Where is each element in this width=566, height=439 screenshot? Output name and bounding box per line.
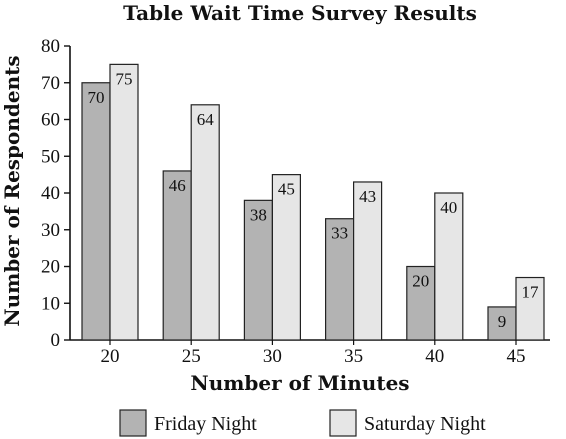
data-label: 64 [197, 110, 215, 129]
data-label: 20 [412, 272, 429, 291]
legend: Friday Night Saturday Night [119, 409, 486, 437]
x-tick-label: 40 [425, 346, 444, 367]
y-tick-label: 50 [41, 146, 60, 167]
chart-title: Table Wait Time Survey Results [123, 1, 477, 25]
legend-label-friday: Friday Night [154, 413, 257, 435]
bar-saturday-35 [353, 181, 383, 341]
y-tick-label: 20 [41, 257, 60, 278]
x-axis-title: Number of Minutes [190, 371, 409, 395]
x-tick-label: 45 [507, 346, 526, 367]
legend-swatch-saturday [329, 409, 357, 437]
legend-swatch-friday [119, 409, 147, 437]
data-label: 38 [250, 205, 267, 224]
bar-saturday-30 [271, 174, 301, 341]
data-label: 75 [116, 69, 133, 88]
data-label: 45 [278, 180, 295, 199]
y-tick-label: 10 [41, 293, 60, 314]
y-tick-label: 80 [41, 36, 60, 57]
data-label: 17 [522, 283, 540, 302]
bar-friday-20 [81, 82, 111, 341]
legend-label-saturday: Saturday Night [364, 413, 486, 435]
y-tick-label: 0 [51, 330, 61, 351]
y-tick-label: 40 [41, 183, 60, 204]
y-axis-title: Number of Respondents [0, 55, 24, 326]
x-tick-label: 20 [101, 346, 120, 367]
data-label: 9 [498, 312, 507, 331]
y-tick-label: 30 [41, 220, 60, 241]
plot-area: 0 10 20 30 40 50 60 70 80 70 75 20 46 64 25 38 45 30 33 43 3… [41, 36, 550, 367]
y-tick-label: 60 [41, 110, 60, 131]
x-tick-label: 25 [182, 346, 201, 367]
y-tick-label: 70 [41, 73, 60, 94]
bar-saturday-40 [434, 192, 464, 341]
data-label: 46 [169, 176, 186, 195]
bar-saturday-25 [190, 104, 220, 341]
x-tick-label: 30 [263, 346, 282, 367]
x-tick-label: 35 [344, 346, 363, 367]
data-label: 70 [88, 88, 105, 107]
bar-friday-40 [406, 265, 436, 341]
bar-friday-25 [162, 170, 192, 341]
bar-saturday-45 [515, 276, 545, 341]
data-label: 40 [440, 198, 457, 217]
data-label: 33 [331, 224, 348, 243]
bar-saturday-20 [109, 63, 139, 341]
data-label: 43 [359, 187, 376, 206]
